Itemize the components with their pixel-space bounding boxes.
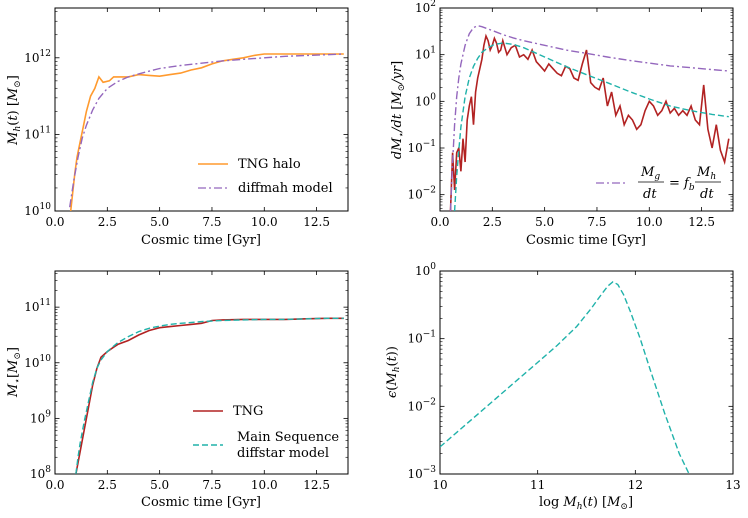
svg-text:=: = (669, 176, 680, 191)
x-tick-label: 12.5 (303, 478, 330, 492)
y-tick-label: 10−2 (407, 186, 436, 202)
plot-frame (54, 270, 349, 475)
y-tick-label: 10−1 (407, 330, 436, 346)
x-axis-label: Cosmic time [Gyr] (141, 233, 261, 248)
x-tick-label: 7.5 (587, 215, 606, 229)
legend-label-tng-halo: TNG halo (238, 157, 301, 172)
legend: TNG Main Sequence diffstar model (193, 404, 339, 461)
series-layer (449, 24, 730, 211)
x-tick-label: 0.0 (45, 215, 64, 229)
legend: Mg dt = fb Mh dt (596, 165, 721, 202)
x-tick-label: 7.5 (202, 215, 221, 229)
y-tick-label: 10−1 (407, 139, 436, 155)
y-tick-label: 1010 (24, 202, 51, 218)
legend-label-fb: Mg dt = fb Mh dt (638, 165, 721, 202)
legend-label-diffmah: diffmah model (238, 181, 333, 196)
y-axis-label: M⋆[M⊙] (6, 347, 23, 398)
y-tick-label: 102 (415, 0, 436, 15)
series-line-diffmah-model (69, 53, 344, 208)
legend-label-ms-line2: diffstar model (237, 446, 329, 461)
x-tick-label: 5.0 (150, 215, 169, 229)
y-axis-label: dM⋆/dt [M⊙/yr] (390, 61, 407, 159)
series-line-dmg-dt-fb-dmh-dt (449, 24, 729, 211)
x-tick-label: 10.0 (251, 478, 278, 492)
series-line-darkred (449, 33, 730, 211)
svg-text:dt: dt (700, 187, 714, 202)
x-tick-label: 2.5 (98, 478, 117, 492)
svg-text:fb: fb (683, 176, 695, 193)
x-tick-label: 2.5 (98, 215, 117, 229)
x-axis-label: log Mh(t) [M⊙] (539, 495, 633, 512)
legend-label-ms-line1: Main Sequence (237, 430, 339, 445)
x-tick-label: 10.0 (251, 215, 278, 229)
plot-frame (439, 7, 734, 212)
y-tick-label: 108 (30, 465, 51, 481)
tick-layer: 0.0 2.5 5.0 7.5 10.0 12.5 10−2 10−1 100 101 102 (407, 0, 733, 229)
panel-efficiency: 10 11 12 13 10−3 10−2 10−1 100 log Mh(t) [M⊙] ϵ… (385, 262, 741, 512)
y-tick-label: 109 (30, 409, 51, 425)
panel-halo-mass: 0.0 2.5 5.0 7.5 10.0 12.5 1010 1011 1012 TNG hal… (6, 7, 349, 248)
x-axis-label: Cosmic time [Gyr] (141, 495, 261, 510)
y-tick-label: 100 (415, 92, 436, 108)
series-layer (440, 280, 690, 474)
y-tick-label: 1012 (24, 49, 51, 65)
x-tick-label: 13 (725, 478, 740, 492)
x-tick-label: 0.0 (45, 478, 64, 492)
series-line-main-sequence (75, 317, 344, 474)
series-layer (69, 53, 344, 211)
panel-sfr: 0.0 2.5 5.0 7.5 10.0 12.5 10−2 10−1 100 101 102 Mg… (390, 0, 734, 248)
x-tick-label: 12 (628, 478, 643, 492)
x-tick-label: 12.5 (688, 215, 715, 229)
y-axis-label: ϵ(Mh(t)) (385, 346, 402, 398)
x-tick-label: 2.5 (483, 215, 502, 229)
y-tick-label: 10−3 (407, 465, 436, 481)
tick-layer: 0.0 2.5 5.0 7.5 10.0 12.5 1010 1011 1012 (24, 8, 348, 229)
x-tick-label: 11 (530, 478, 545, 492)
x-tick-label: 10.0 (636, 215, 663, 229)
panel-stellar-mass: 0.0 2.5 5.0 7.5 10.0 12.5 108 109 1010 1011 TNG M… (6, 270, 349, 510)
y-tick-label: 1011 (24, 298, 51, 314)
y-tick-label: 10−2 (407, 397, 436, 413)
tick-layer: 10 11 12 13 10−3 10−2 10−1 100 (407, 262, 740, 492)
y-tick-label: 101 (415, 46, 436, 62)
legend-label-tng: TNG (233, 404, 263, 419)
legend: TNG halo diffmah model (198, 157, 333, 196)
x-tick-label: 10 (432, 478, 447, 492)
y-tick-label: 1011 (24, 125, 51, 141)
x-tick-label: 12.5 (303, 215, 330, 229)
series-layer (75, 317, 344, 474)
x-axis-label: Cosmic time [Gyr] (526, 233, 646, 248)
series-line-tng-halo (69, 53, 344, 211)
y-axis-label: Mh(t) [M⊙] (6, 75, 23, 146)
svg-text:Mh: Mh (696, 165, 716, 182)
series-line-teal (453, 42, 729, 211)
x-tick-label: 0.0 (430, 215, 449, 229)
series-line-teal (440, 280, 690, 474)
svg-text:dt: dt (643, 187, 657, 202)
x-tick-label: 7.5 (202, 478, 221, 492)
svg-text:Mg: Mg (640, 165, 660, 182)
y-tick-label: 1010 (24, 354, 51, 370)
plot-frame (54, 7, 349, 212)
plot-frame (439, 270, 734, 475)
x-tick-label: 5.0 (535, 215, 554, 229)
y-tick-label: 100 (415, 262, 436, 278)
tick-layer: 0.0 2.5 5.0 7.5 10.0 12.5 108 109 1010 1011 (24, 271, 348, 492)
x-tick-label: 5.0 (150, 478, 169, 492)
